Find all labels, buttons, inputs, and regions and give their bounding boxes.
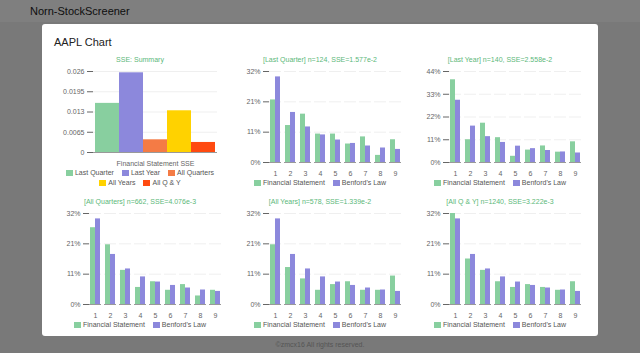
svg-text:9: 9 bbox=[394, 312, 398, 319]
svg-text:2: 2 bbox=[469, 170, 473, 177]
svg-text:5: 5 bbox=[334, 312, 338, 319]
svg-text:9: 9 bbox=[394, 170, 398, 177]
svg-text:33%: 33% bbox=[426, 90, 440, 97]
svg-text:8: 8 bbox=[379, 312, 383, 319]
svg-text:4: 4 bbox=[499, 170, 503, 177]
svg-text:2: 2 bbox=[289, 170, 293, 177]
svg-text:5: 5 bbox=[154, 312, 158, 319]
html-text:[Last Year] n=140, SSE=2.558e-: [Last Year] n=140, SSE=2.558e-2 bbox=[447, 56, 553, 63]
svg-text:8: 8 bbox=[379, 170, 383, 177]
svg-text:9: 9 bbox=[574, 170, 578, 177]
html-text:Last Year: Last Year bbox=[130, 169, 161, 176]
svg-text:6: 6 bbox=[529, 170, 533, 177]
html-text:Norn-StockScreener: Norn-StockScreener bbox=[30, 5, 130, 17]
html-text:Benford's Law: Benford's Law bbox=[521, 321, 566, 328]
svg-text:11%: 11% bbox=[247, 128, 261, 135]
html-text:[Last Quarter] n=124, SSE=1.57: [Last Quarter] n=124, SSE=1.577e-2 bbox=[263, 56, 377, 63]
svg-text:1: 1 bbox=[274, 170, 278, 177]
svg-text:4: 4 bbox=[499, 312, 503, 319]
html-text:AAPL Chart: AAPL Chart bbox=[54, 36, 112, 48]
svg-text:6: 6 bbox=[169, 312, 173, 319]
html-text:All Years: All Years bbox=[108, 179, 136, 186]
svg-text:3: 3 bbox=[124, 312, 128, 319]
svg-text:8: 8 bbox=[199, 312, 203, 319]
svg-text:0%: 0% bbox=[70, 301, 80, 308]
html-text:Financial Statement: Financial Statement bbox=[443, 321, 505, 328]
html-text:Benford's Law: Benford's Law bbox=[341, 321, 386, 328]
svg-text:3: 3 bbox=[304, 170, 308, 177]
svg-text:44%: 44% bbox=[426, 68, 440, 75]
svg-text:4: 4 bbox=[319, 312, 323, 319]
svg-text:5: 5 bbox=[514, 170, 518, 177]
svg-text:3: 3 bbox=[304, 312, 308, 319]
svg-text:32%: 32% bbox=[246, 210, 260, 217]
svg-text:2: 2 bbox=[289, 312, 293, 319]
html-text:Benford's Law: Benford's Law bbox=[341, 179, 386, 186]
svg-text:7: 7 bbox=[184, 312, 188, 319]
svg-text:32%: 32% bbox=[246, 68, 260, 75]
svg-text:11%: 11% bbox=[67, 270, 81, 277]
svg-text:0%: 0% bbox=[250, 301, 260, 308]
svg-text:21%: 21% bbox=[246, 240, 260, 247]
svg-text:1: 1 bbox=[274, 312, 278, 319]
html-text:All Quarters: All Quarters bbox=[177, 169, 214, 176]
svg-text:5: 5 bbox=[514, 312, 518, 319]
svg-text:22%: 22% bbox=[426, 113, 440, 120]
html-text:Financial Statement: Financial Statement bbox=[263, 321, 325, 328]
svg-text:6: 6 bbox=[529, 312, 533, 319]
svg-text:21%: 21% bbox=[66, 240, 80, 247]
svg-text:2: 2 bbox=[469, 312, 473, 319]
svg-text:6: 6 bbox=[349, 312, 353, 319]
svg-text:21%: 21% bbox=[246, 98, 260, 105]
svg-text:7: 7 bbox=[364, 170, 368, 177]
html-text:©zmcx16 All rights reserved.: ©zmcx16 All rights reserved. bbox=[275, 341, 365, 348]
svg-text:8: 8 bbox=[559, 170, 563, 177]
html-text:Financial Statement: Financial Statement bbox=[83, 321, 145, 328]
svg-text:1: 1 bbox=[454, 312, 458, 319]
svg-text:Financial Statement SSE: Financial Statement SSE bbox=[117, 160, 195, 167]
svg-text:6: 6 bbox=[349, 170, 353, 177]
svg-text:0: 0 bbox=[81, 149, 85, 156]
svg-text:0%: 0% bbox=[430, 159, 440, 166]
html-text:[All Q & Y] n=1240, SSE=3.222e: [All Q & Y] n=1240, SSE=3.222e-3 bbox=[446, 198, 554, 205]
html-text:Last Quarter: Last Quarter bbox=[75, 169, 114, 176]
svg-text:9: 9 bbox=[574, 312, 578, 319]
html-text:Financial Statement: Financial Statement bbox=[263, 179, 325, 186]
svg-text:21%: 21% bbox=[426, 240, 440, 247]
html-text:Financial Statement: Financial Statement bbox=[443, 179, 505, 186]
svg-text:1: 1 bbox=[454, 170, 458, 177]
svg-text:4: 4 bbox=[139, 312, 143, 319]
svg-text:0%: 0% bbox=[430, 301, 440, 308]
svg-text:1: 1 bbox=[94, 312, 98, 319]
svg-text:7: 7 bbox=[544, 170, 548, 177]
svg-text:7: 7 bbox=[544, 312, 548, 319]
svg-text:5: 5 bbox=[334, 170, 338, 177]
svg-text:0.0065: 0.0065 bbox=[63, 128, 85, 135]
svg-text:8: 8 bbox=[559, 312, 563, 319]
svg-text:0%: 0% bbox=[250, 159, 260, 166]
svg-text:0.0195: 0.0195 bbox=[63, 88, 85, 95]
svg-text:32%: 32% bbox=[66, 210, 80, 217]
html-text:All Q & Y: All Q & Y bbox=[152, 179, 181, 186]
svg-text:7: 7 bbox=[364, 312, 368, 319]
html-text:SSE: Summary: SSE: Summary bbox=[116, 56, 164, 63]
svg-text:11%: 11% bbox=[247, 270, 261, 277]
html-text:[All Years] n=578, SSE=1.339e-: [All Years] n=578, SSE=1.339e-2 bbox=[268, 198, 372, 205]
svg-text:11%: 11% bbox=[427, 136, 441, 143]
svg-text:9: 9 bbox=[214, 312, 218, 319]
svg-text:3: 3 bbox=[484, 170, 488, 177]
html-text:Benford's Law: Benford's Law bbox=[521, 179, 566, 186]
svg-text:0.026: 0.026 bbox=[67, 68, 85, 75]
html-text:Benford's Law: Benford's Law bbox=[161, 321, 206, 328]
html-text:[All Quarters] n=662, SSE=4.07: [All Quarters] n=662, SSE=4.076e-3 bbox=[84, 198, 196, 205]
svg-text:2: 2 bbox=[109, 312, 113, 319]
svg-text:11%: 11% bbox=[427, 270, 441, 277]
svg-text:32%: 32% bbox=[426, 210, 440, 217]
svg-text:0.013: 0.013 bbox=[67, 108, 85, 115]
svg-text:4: 4 bbox=[319, 170, 323, 177]
svg-text:3: 3 bbox=[484, 312, 488, 319]
